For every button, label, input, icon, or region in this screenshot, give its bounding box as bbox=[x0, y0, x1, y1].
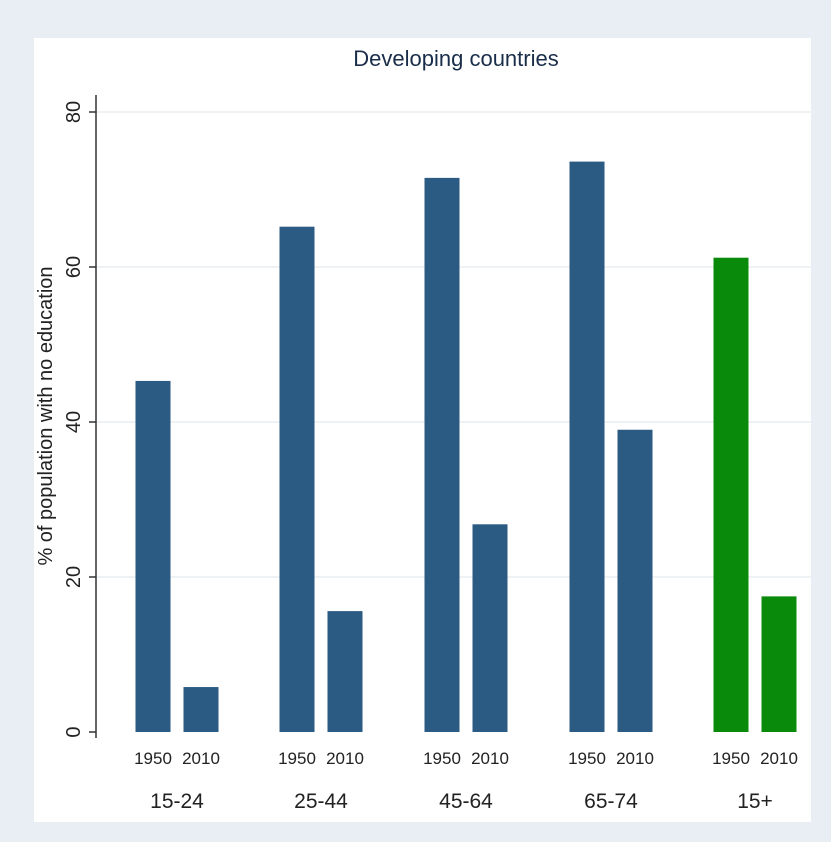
chart-title: Developing countries bbox=[353, 46, 558, 71]
y-tick-label: 20 bbox=[63, 566, 85, 588]
bar-15+-2010 bbox=[761, 596, 797, 732]
x-tick-label: 2010 bbox=[760, 749, 798, 768]
x-tick-label: 1950 bbox=[278, 749, 316, 768]
x-tick-label: 2010 bbox=[326, 749, 364, 768]
x-tick-label: 2010 bbox=[471, 749, 509, 768]
bar-65-74-2010 bbox=[617, 429, 653, 732]
group-label: 15-24 bbox=[150, 790, 204, 813]
chart-frame: Developing countries 0 20 40 60 80 % of popu… bbox=[34, 38, 811, 822]
y-tick-label: 80 bbox=[63, 101, 85, 123]
bar-25-44-2010 bbox=[327, 611, 363, 732]
bar-45-64-1950 bbox=[424, 177, 460, 732]
group-label: 65-74 bbox=[584, 790, 638, 813]
group-label: 25-44 bbox=[294, 790, 348, 813]
bar-45-64-2010 bbox=[472, 524, 508, 732]
bar-15-24-2010 bbox=[183, 687, 219, 732]
y-tick-label: 40 bbox=[63, 411, 85, 433]
x-tick-label: 2010 bbox=[616, 749, 654, 768]
y-tick-label: 0 bbox=[63, 726, 85, 737]
bar-65-74-1950 bbox=[569, 161, 605, 733]
x-tick-label: 1950 bbox=[134, 749, 172, 768]
x-tick-label: 1950 bbox=[568, 749, 606, 768]
x-axis-ticks: 1950 2010 15-24 1950 2010 25-44 1950 2010 45-64 1… bbox=[134, 749, 798, 813]
bar-15-24-1950 bbox=[135, 380, 171, 732]
bars bbox=[135, 161, 797, 733]
x-tick-label: 1950 bbox=[423, 749, 461, 768]
bar-25-44-1950 bbox=[279, 226, 315, 732]
y-axis-ticks: 0 20 40 60 80 bbox=[63, 101, 96, 738]
group-label: 15+ bbox=[737, 790, 773, 813]
bar-chart: Developing countries 0 20 40 60 80 % of popu… bbox=[35, 46, 811, 813]
y-tick-label: 60 bbox=[63, 256, 85, 278]
x-tick-label: 1950 bbox=[712, 749, 750, 768]
bar-15+-1950 bbox=[713, 257, 749, 732]
y-axis-label: % of population with no education bbox=[35, 266, 57, 565]
x-tick-label: 2010 bbox=[182, 749, 220, 768]
group-label: 45-64 bbox=[439, 790, 493, 813]
